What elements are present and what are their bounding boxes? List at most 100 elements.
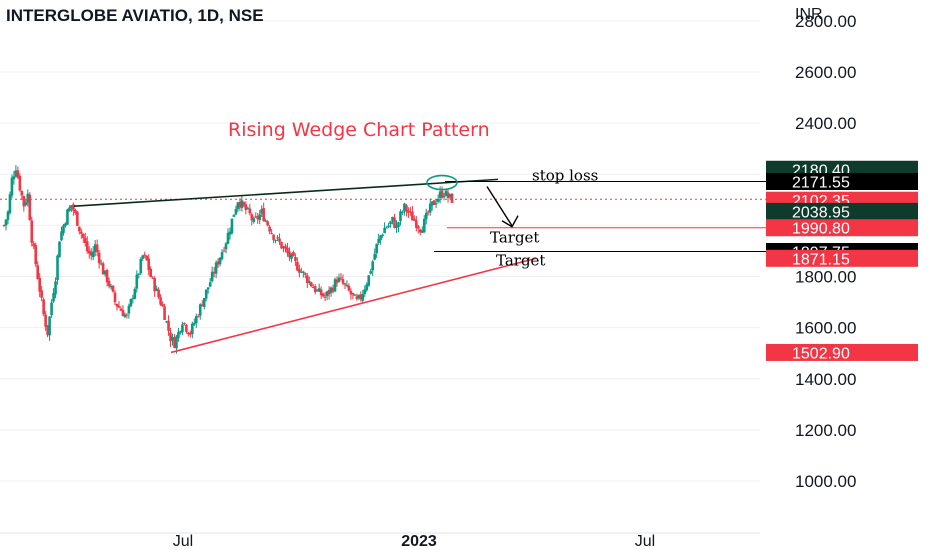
y-tick-label: 1600.00: [795, 319, 856, 338]
y-tick-label: 2800.00: [795, 12, 856, 31]
candle-body: [50, 302, 53, 316]
candle-body: [353, 294, 357, 296]
candle-body: [442, 195, 446, 198]
price-badges: 2180.402171.552102.352038.951990.801897.…: [766, 160, 918, 362]
candle-body: [175, 336, 178, 349]
y-tick-label: 2600.00: [795, 63, 856, 82]
candle-body: [325, 291, 329, 297]
candle-body: [444, 190, 448, 196]
candle-body: [139, 258, 143, 274]
candle-body: [74, 210, 77, 213]
candle-body: [294, 257, 297, 261]
candle-body: [80, 231, 83, 234]
candle-body: [417, 226, 420, 229]
candle-body: [230, 218, 234, 234]
candle-body: [401, 211, 404, 213]
candle-body: [28, 194, 32, 221]
y-axis-unit: INR: [795, 6, 823, 23]
annotation-label: Target: [490, 229, 539, 247]
candle-body: [212, 272, 216, 274]
candle-body: [367, 275, 371, 286]
candle-body: [95, 244, 99, 253]
candle-body: [125, 314, 129, 316]
candle-body: [270, 232, 273, 234]
candle-body: [327, 289, 331, 295]
candle-body: [208, 282, 212, 287]
x-tick-label: Jul: [173, 533, 193, 550]
candle-body: [335, 279, 339, 283]
candle-body: [436, 198, 440, 202]
candle-body: [256, 216, 260, 220]
candle-body: [383, 227, 386, 234]
candle-body: [260, 209, 263, 214]
candle-body: [234, 208, 238, 215]
candle-body: [181, 324, 184, 333]
candle-body: [167, 320, 170, 331]
candle-body: [147, 258, 151, 271]
candle-body: [8, 194, 12, 214]
candle-body: [101, 263, 105, 275]
candle-body: [72, 204, 75, 211]
candle-body: [187, 332, 190, 335]
candle-body: [309, 282, 313, 287]
y-tick-label: 1800.00: [795, 268, 856, 287]
candle-body: [290, 253, 293, 259]
candle-body: [385, 227, 388, 229]
candle-body: [115, 303, 119, 307]
candle-body: [395, 225, 398, 228]
candle-body: [426, 211, 430, 213]
candle-body: [56, 255, 59, 281]
candle-body: [220, 252, 224, 260]
candle-body: [36, 265, 39, 279]
candle-body: [450, 193, 454, 203]
y-tick-label: 1200.00: [795, 421, 856, 440]
candle-body: [272, 234, 275, 240]
candle-body: [236, 202, 240, 210]
candle-body: [292, 251, 295, 257]
candle-body: [196, 316, 200, 318]
candle-body: [127, 305, 131, 314]
candle-body: [387, 225, 390, 227]
candle-body: [331, 288, 335, 292]
candle-body: [375, 243, 378, 254]
candle-body: [89, 251, 93, 256]
candle-body: [202, 297, 206, 307]
candle-body: [48, 316, 51, 336]
candle-body: [413, 218, 416, 221]
candle-body: [415, 220, 418, 228]
price-badge: [766, 173, 918, 191]
candle-body: [103, 270, 107, 275]
candle-body: [177, 331, 180, 338]
candle-body: [216, 261, 220, 265]
candle-body: [171, 336, 174, 341]
candle-body: [252, 218, 256, 222]
price-badge-label: 1502.90: [792, 345, 850, 362]
candle-body: [305, 275, 309, 283]
candle-body: [333, 279, 337, 292]
price-badge-label: 2171.55: [792, 175, 850, 192]
candle-body: [379, 235, 382, 240]
candle-body: [246, 207, 250, 209]
candle-body: [32, 243, 36, 247]
candle-body: [70, 205, 73, 208]
annotation-label: Target: [496, 252, 545, 270]
candle-body: [357, 294, 361, 299]
candle-body: [6, 211, 10, 220]
candle-body: [391, 216, 394, 221]
candle-body: [405, 205, 408, 212]
candle-body: [159, 297, 162, 305]
candle-body: [226, 232, 230, 244]
candle-body: [97, 252, 101, 264]
grid: [0, 20, 760, 534]
candle-body: [224, 243, 228, 250]
candle-body: [407, 210, 410, 213]
candlesticks: [2, 165, 454, 354]
candle-body: [20, 191, 24, 196]
candle-body: [143, 254, 147, 256]
candle-body: [355, 296, 359, 300]
candle-body: [345, 284, 349, 286]
candle-body: [200, 304, 204, 307]
candle-body: [307, 281, 311, 283]
candle-body: [351, 292, 355, 295]
